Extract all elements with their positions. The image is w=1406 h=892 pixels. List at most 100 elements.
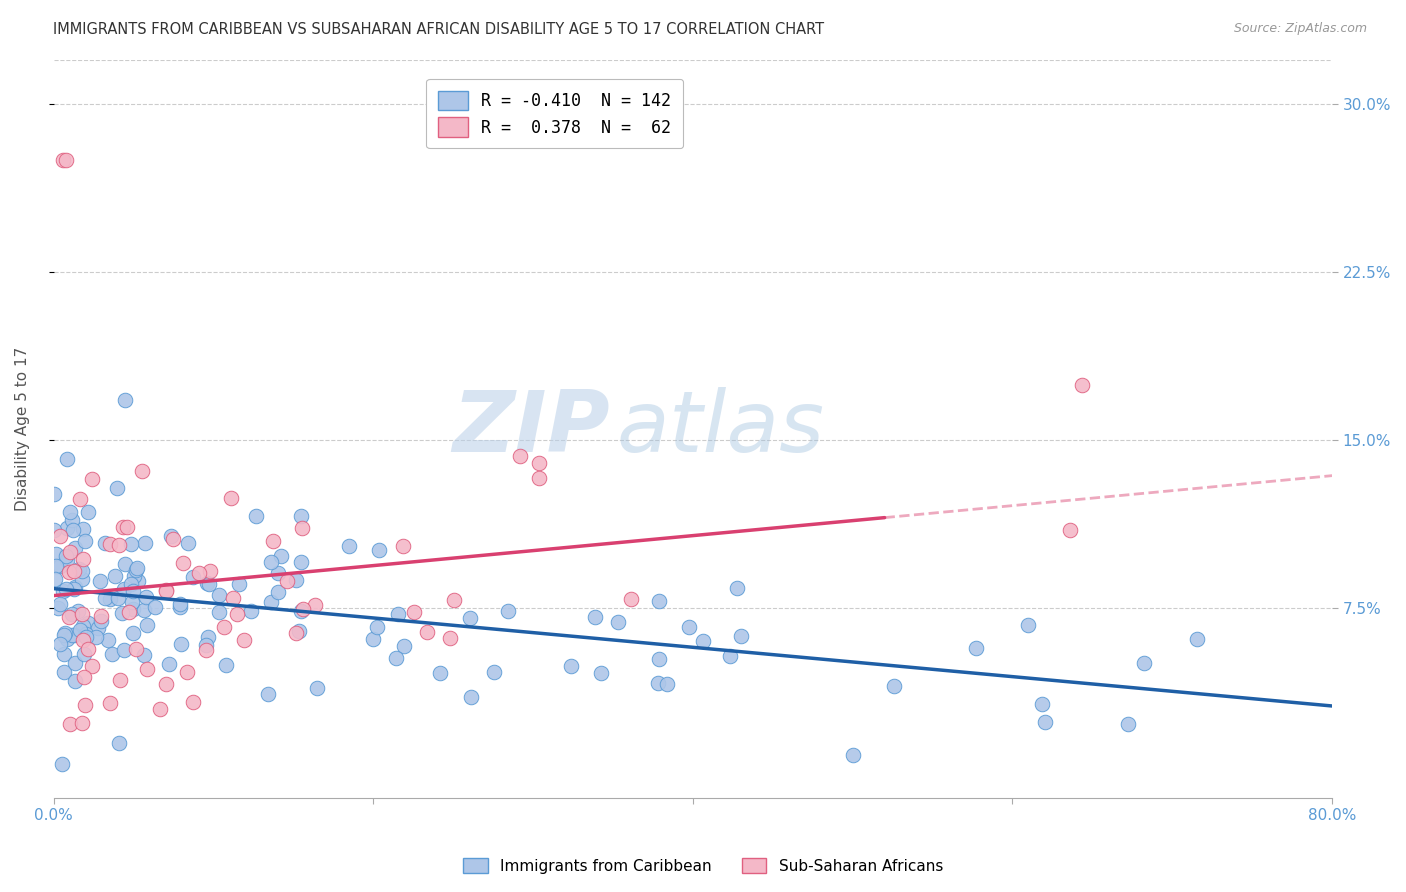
Point [52, 584, 75, 599]
Point [108, 538, 131, 552]
Point [260, 595, 283, 609]
Point [361, 632, 384, 646]
Point [460, 690, 482, 704]
Point [678, 620, 700, 634]
Point [1132, 656, 1154, 670]
Point [122, 602, 145, 616]
Point [56, 632, 79, 646]
Point [131, 464, 153, 478]
Point [121, 594, 143, 608]
Point [606, 615, 628, 629]
Point [58, 717, 80, 731]
Point [181, 695, 204, 709]
Point [267, 566, 290, 580]
Point [262, 534, 284, 549]
Point [90, 614, 112, 628]
Point [169, 597, 191, 611]
Point [112, 642, 135, 657]
Point [49, 528, 72, 542]
Point [59, 545, 82, 559]
Point [114, 393, 136, 408]
Point [45, 547, 67, 561]
Point [290, 605, 312, 619]
Point [98, 696, 121, 710]
Point [292, 602, 315, 616]
Point [482, 665, 505, 679]
Point [73, 670, 96, 684]
Point [124, 569, 146, 583]
Point [143, 600, 166, 615]
Point [72, 633, 94, 648]
Point [63, 580, 86, 594]
Point [402, 605, 425, 619]
Point [496, 604, 519, 618]
Point [75, 698, 97, 713]
Point [127, 574, 149, 589]
Point [222, 591, 245, 606]
Point [208, 588, 231, 602]
Point [112, 582, 135, 596]
Point [56, 553, 79, 567]
Point [285, 573, 308, 587]
Point [101, 647, 124, 661]
Point [111, 606, 134, 620]
Point [110, 673, 132, 688]
Legend: Immigrants from Caribbean, Sub-Saharan Africans: Immigrants from Caribbean, Sub-Saharan A… [457, 852, 949, 880]
Point [155, 583, 177, 598]
Point [70, 715, 93, 730]
Point [162, 533, 184, 547]
Point [84, 630, 107, 644]
Point [215, 657, 238, 672]
Point [93, 535, 115, 549]
Point [198, 564, 221, 578]
Point [42, 523, 65, 537]
Point [70, 572, 93, 586]
Point [560, 659, 582, 673]
Point [1118, 717, 1140, 731]
Point [385, 650, 408, 665]
Point [94, 591, 117, 605]
Point [80, 658, 103, 673]
Point [52, 153, 75, 168]
Point [392, 640, 415, 654]
Point [197, 630, 219, 644]
Point [170, 637, 193, 651]
Point [55, 549, 77, 563]
Point [725, 581, 748, 595]
Point [228, 576, 250, 591]
Point [443, 592, 465, 607]
Point [55, 153, 77, 168]
Point [458, 611, 481, 625]
Point [304, 598, 326, 612]
Point [58, 565, 80, 579]
Point [62, 523, 84, 537]
Point [188, 566, 211, 580]
Point [60, 512, 83, 526]
Point [647, 676, 669, 690]
Point [387, 607, 409, 622]
Point [256, 687, 278, 701]
Point [212, 620, 235, 634]
Point [87, 621, 110, 635]
Point [76, 642, 98, 657]
Point [59, 505, 82, 519]
Point [155, 676, 177, 690]
Point [260, 556, 283, 570]
Point [55, 582, 77, 596]
Point [51, 756, 73, 771]
Point [429, 665, 451, 680]
Point [49, 558, 72, 573]
Point [97, 632, 120, 647]
Point [842, 748, 865, 763]
Point [226, 607, 249, 622]
Point [55, 452, 77, 467]
Point [120, 577, 142, 591]
Point [288, 624, 311, 638]
Point [692, 633, 714, 648]
Point [76, 616, 98, 631]
Point [416, 624, 439, 639]
Point [63, 564, 86, 578]
Point [98, 592, 121, 607]
Point [118, 605, 141, 619]
Point [80, 472, 103, 486]
